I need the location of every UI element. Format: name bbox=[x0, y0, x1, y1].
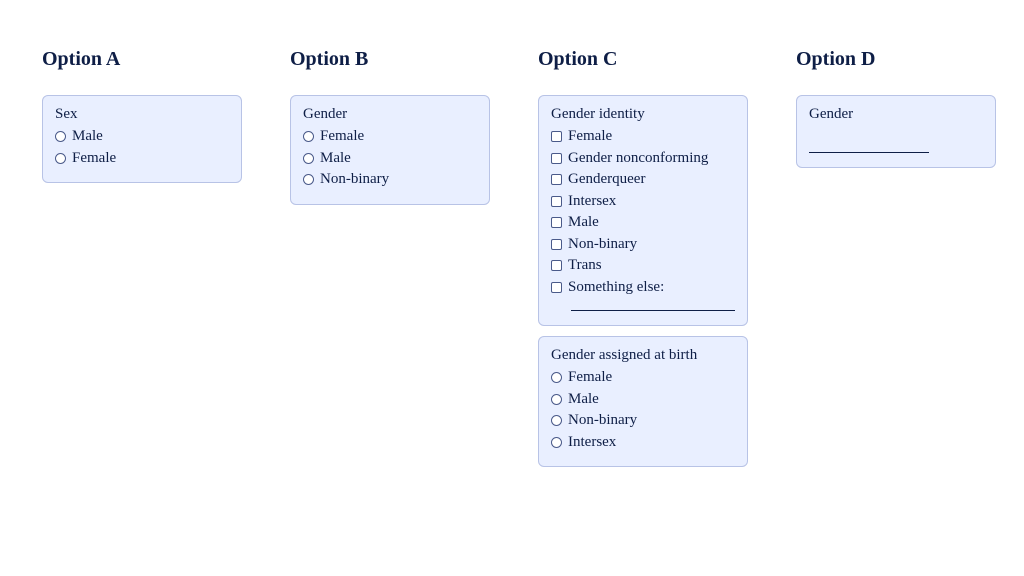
option-label: Female bbox=[568, 368, 612, 388]
option-d-column: Option D Gender bbox=[796, 48, 996, 178]
option-b-column: Option B Gender Female Male Non-binary bbox=[290, 48, 490, 215]
checkbox-option-row[interactable]: Male bbox=[551, 213, 735, 233]
radio-option-row[interactable]: Male bbox=[551, 390, 735, 410]
option-d-card: Gender bbox=[796, 95, 996, 168]
checkbox-icon[interactable] bbox=[551, 174, 562, 185]
option-c-card1: Gender identity Female Gender nonconform… bbox=[538, 95, 748, 326]
checkbox-icon[interactable] bbox=[551, 131, 562, 142]
option-b-card-label: Gender bbox=[303, 106, 477, 123]
checkbox-option-row[interactable]: Genderqueer bbox=[551, 170, 735, 190]
checkbox-option-row[interactable]: Gender nonconforming bbox=[551, 149, 735, 169]
radio-option-row[interactable]: Non-binary bbox=[303, 170, 477, 190]
radio-option-row[interactable]: Female bbox=[55, 149, 229, 169]
radio-icon[interactable] bbox=[303, 131, 314, 142]
checkbox-icon[interactable] bbox=[551, 196, 562, 207]
option-c-card2: Gender assigned at birth Female Male Non… bbox=[538, 336, 748, 467]
option-label: Gender nonconforming bbox=[568, 149, 708, 169]
option-label: Male bbox=[72, 127, 103, 147]
option-d-card-label: Gender bbox=[809, 106, 983, 123]
option-label: Trans bbox=[568, 256, 602, 276]
option-label: Non-binary bbox=[568, 411, 637, 431]
checkbox-option-row[interactable]: Something else: bbox=[551, 278, 735, 298]
gender-text-input-line[interactable] bbox=[809, 139, 929, 153]
option-c-card2-label: Gender assigned at birth bbox=[551, 347, 735, 364]
checkbox-icon[interactable] bbox=[551, 217, 562, 228]
option-c-title: Option C bbox=[538, 48, 748, 71]
option-a-card-label: Sex bbox=[55, 106, 229, 123]
option-label: Female bbox=[320, 127, 364, 147]
option-label: Intersex bbox=[568, 433, 616, 453]
radio-option-row[interactable]: Female bbox=[551, 368, 735, 388]
option-label: Genderqueer bbox=[568, 170, 645, 190]
radio-icon[interactable] bbox=[55, 131, 66, 142]
option-label: Male bbox=[568, 390, 599, 410]
checkbox-option-row[interactable]: Non-binary bbox=[551, 235, 735, 255]
radio-option-row[interactable]: Male bbox=[55, 127, 229, 147]
option-label: Female bbox=[72, 149, 116, 169]
radio-icon[interactable] bbox=[551, 394, 562, 405]
option-label: Intersex bbox=[568, 192, 616, 212]
option-b-title: Option B bbox=[290, 48, 490, 71]
options-row: Option A Sex Male Female Option B Gender… bbox=[42, 48, 982, 477]
option-c-card1-label: Gender identity bbox=[551, 106, 735, 123]
option-a-column: Option A Sex Male Female bbox=[42, 48, 242, 193]
radio-option-row[interactable]: Intersex bbox=[551, 433, 735, 453]
option-label: Male bbox=[320, 149, 351, 169]
checkbox-option-row[interactable]: Trans bbox=[551, 256, 735, 276]
option-label: Non-binary bbox=[568, 235, 637, 255]
option-d-title: Option D bbox=[796, 48, 996, 71]
option-b-card: Gender Female Male Non-binary bbox=[290, 95, 490, 205]
radio-option-row[interactable]: Non-binary bbox=[551, 411, 735, 431]
radio-icon[interactable] bbox=[303, 174, 314, 185]
option-a-card: Sex Male Female bbox=[42, 95, 242, 183]
radio-icon[interactable] bbox=[551, 372, 562, 383]
something-else-input-line[interactable] bbox=[571, 299, 735, 311]
radio-option-row[interactable]: Female bbox=[303, 127, 477, 147]
radio-option-row[interactable]: Male bbox=[303, 149, 477, 169]
checkbox-option-row[interactable]: Female bbox=[551, 127, 735, 147]
radio-icon[interactable] bbox=[55, 153, 66, 164]
option-label: Non-binary bbox=[320, 170, 389, 190]
checkbox-icon[interactable] bbox=[551, 282, 562, 293]
radio-icon[interactable] bbox=[551, 415, 562, 426]
radio-icon[interactable] bbox=[551, 437, 562, 448]
option-label: Male bbox=[568, 213, 599, 233]
checkbox-icon[interactable] bbox=[551, 239, 562, 250]
option-a-title: Option A bbox=[42, 48, 242, 71]
option-c-column: Option C Gender identity Female Gender n… bbox=[538, 48, 748, 477]
option-label: Something else: bbox=[568, 278, 664, 298]
option-label: Female bbox=[568, 127, 612, 147]
checkbox-option-row[interactable]: Intersex bbox=[551, 192, 735, 212]
radio-icon[interactable] bbox=[303, 153, 314, 164]
checkbox-icon[interactable] bbox=[551, 260, 562, 271]
checkbox-icon[interactable] bbox=[551, 153, 562, 164]
